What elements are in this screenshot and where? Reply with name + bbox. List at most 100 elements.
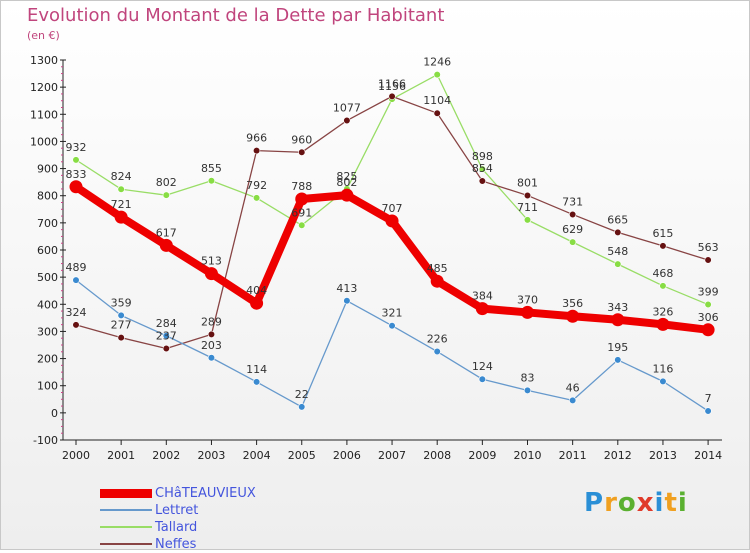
data-point [385, 214, 399, 228]
data-label: 898 [472, 150, 493, 163]
data-label: 966 [246, 132, 267, 145]
legend-swatch [100, 509, 152, 511]
data-label: 413 [336, 282, 357, 295]
data-label: 356 [562, 297, 583, 310]
data-label: 370 [517, 293, 538, 306]
data-point [162, 191, 170, 199]
x-tick-label: 2008 [423, 449, 451, 462]
x-tick-label: 2010 [514, 449, 542, 462]
data-label: 802 [336, 176, 357, 189]
data-point [388, 322, 396, 330]
data-label: 1077 [333, 102, 361, 115]
data-label: 855 [201, 162, 222, 175]
x-tick-label: 2003 [197, 449, 225, 462]
logo-letter: i [677, 488, 688, 518]
data-label: 711 [517, 201, 538, 214]
y-tick-label: 600 [37, 244, 58, 257]
legend-swatch [100, 526, 152, 528]
data-label: 46 [566, 381, 580, 394]
data-point [659, 242, 667, 250]
data-label: 665 [607, 213, 628, 226]
data-point [298, 403, 306, 411]
data-point [298, 221, 306, 229]
logo-letter: x [636, 488, 655, 518]
data-point [611, 313, 625, 327]
data-point [69, 180, 83, 194]
data-point [614, 260, 622, 268]
data-point [614, 356, 622, 364]
data-point [523, 216, 532, 224]
data-label: 1166 [378, 77, 406, 90]
data-label: 22 [295, 388, 309, 401]
y-tick-label: 800 [37, 190, 58, 203]
data-label: 306 [698, 311, 719, 324]
data-label: 802 [156, 176, 177, 189]
x-tick-label: 2005 [288, 449, 316, 462]
data-point [117, 334, 125, 342]
data-label: 83 [521, 371, 535, 384]
unit-label: (en €) [27, 29, 60, 42]
y-tick-label: 400 [37, 298, 58, 311]
data-label: 237 [156, 330, 177, 343]
data-label: 792 [246, 179, 267, 192]
data-label: 513 [201, 255, 222, 268]
data-point [207, 354, 216, 362]
legend-item: Lettret [100, 502, 300, 519]
data-label: 116 [652, 362, 673, 375]
data-label: 203 [201, 339, 222, 352]
data-label: 124 [472, 360, 493, 373]
data-point [569, 210, 577, 219]
data-point [659, 377, 667, 385]
data-label: 485 [427, 262, 448, 275]
logo-letter: r [604, 488, 618, 518]
data-point [343, 116, 351, 125]
data-label: 731 [562, 195, 583, 208]
legend-label: Lettret [155, 503, 199, 518]
series-line [75, 74, 709, 306]
data-label: 468 [652, 267, 673, 280]
data-point [478, 177, 486, 185]
data-label: 833 [66, 168, 87, 181]
logo-letter: P [584, 488, 605, 518]
data-label: 548 [607, 245, 628, 258]
y-tick-label: 1000 [30, 135, 58, 148]
data-point [117, 185, 125, 193]
x-tick-label: 2009 [468, 449, 496, 462]
chart-title: Evolution du Montant de la Dette par Hab… [27, 5, 445, 26]
data-point [569, 238, 577, 246]
x-tick-label: 2012 [604, 449, 632, 462]
data-point [117, 311, 125, 320]
proxiti-logo: Proxiti [584, 488, 688, 518]
data-point [207, 177, 216, 185]
data-label: 289 [201, 315, 222, 328]
data-point [656, 317, 670, 331]
y-tick-label: 500 [37, 271, 58, 284]
data-label: 960 [291, 133, 312, 146]
data-label: 617 [156, 226, 177, 239]
data-point [659, 282, 667, 290]
x-tick-label: 2007 [378, 449, 406, 462]
data-point [295, 192, 309, 206]
data-point [704, 407, 712, 415]
legend-item: Tallard [100, 519, 300, 536]
data-point [207, 330, 216, 339]
legend-label: Neffes [155, 537, 197, 552]
x-tick-label: 2014 [694, 449, 722, 462]
data-point [433, 71, 441, 79]
logo-letter: o [617, 488, 637, 518]
data-point [475, 302, 489, 316]
legend: CHâTEAUVIEUX Lettret Tallard Neffes [100, 485, 300, 553]
data-label: 854 [472, 162, 493, 175]
data-label: 284 [156, 317, 177, 330]
x-tick-label: 2006 [333, 449, 361, 462]
y-tick-label: 200 [37, 353, 58, 366]
data-label: 277 [111, 319, 132, 332]
data-label: 399 [698, 286, 719, 299]
legend-label: CHâTEAUVIEUX [155, 486, 256, 501]
data-point [72, 321, 80, 329]
data-label: 615 [652, 227, 673, 240]
data-point [343, 297, 351, 305]
y-tick-label: 1100 [30, 108, 58, 121]
